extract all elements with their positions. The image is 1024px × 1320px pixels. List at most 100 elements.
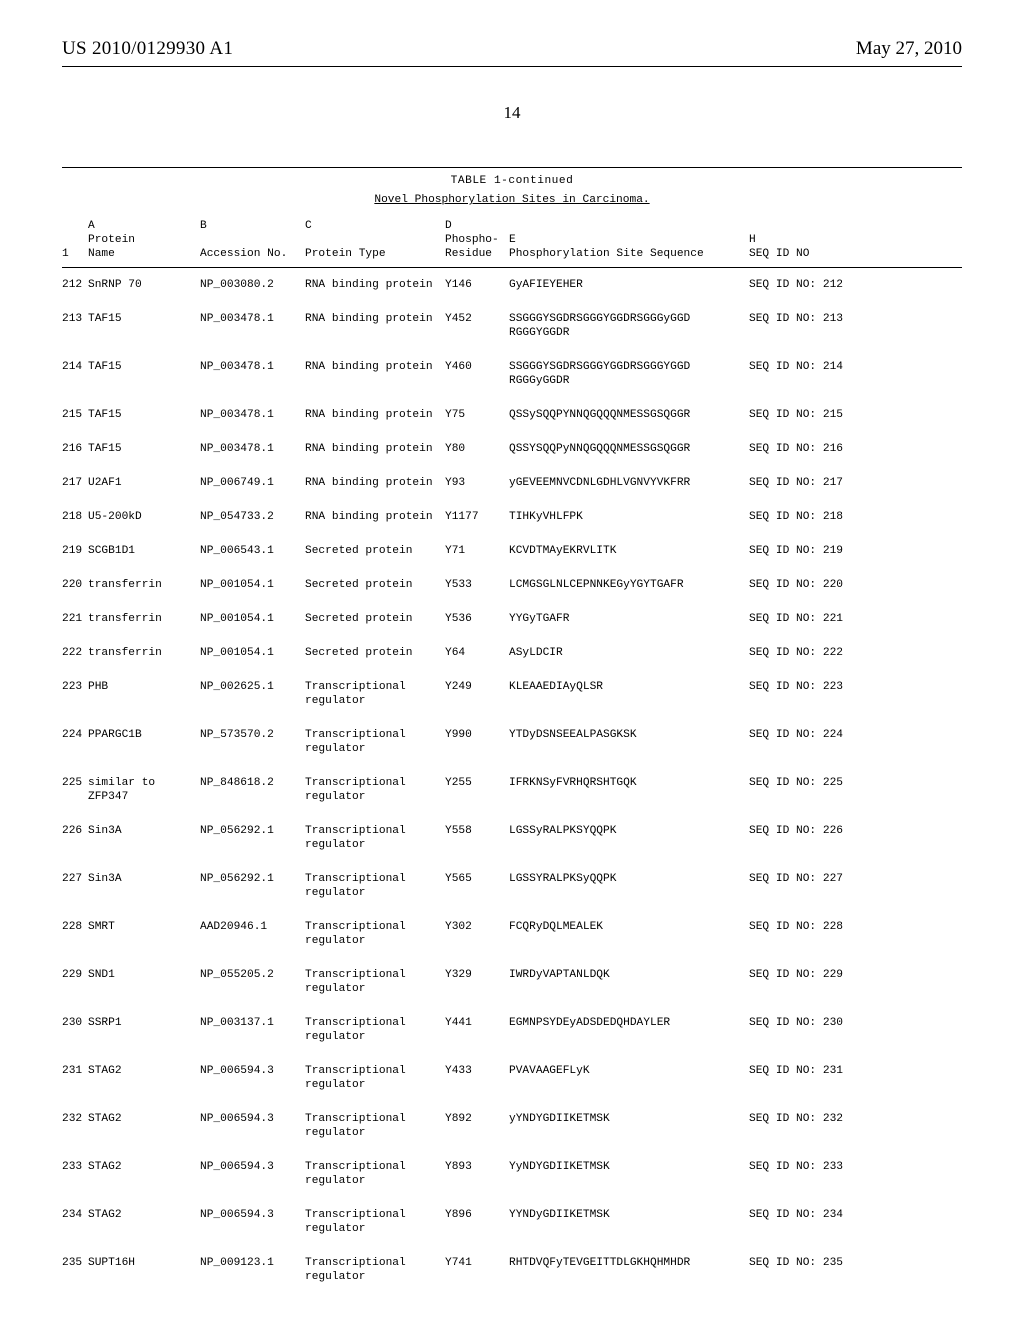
publication-number: US 2010/0129930 A1	[62, 38, 233, 60]
site-sequence: YYNDyGDIIKETMSK	[509, 1198, 749, 1246]
protein-type: Transcriptional regulator	[305, 1006, 445, 1054]
seq-id-no: SEQ ID NO: 233	[749, 1150, 962, 1198]
protein-type: Transcriptional regulator	[305, 814, 445, 862]
accession-no: NP_001054.1	[200, 602, 305, 636]
accession-no: NP_003478.1	[200, 302, 305, 350]
row-index: 233	[62, 1150, 88, 1198]
table-row: 235SUPT16HNP_009123.1Transcriptional reg…	[62, 1246, 962, 1294]
site-sequence: yGEVEEMNVCDNLGDHLVGNVYVKFRR	[509, 466, 749, 500]
protein-name: STAG2	[88, 1054, 200, 1102]
accession-no: NP_003137.1	[200, 1006, 305, 1054]
protein-type: Transcriptional regulator	[305, 1198, 445, 1246]
table-row: 216TAF15NP_003478.1RNA binding proteinY8…	[62, 432, 962, 466]
row-index: 213	[62, 302, 88, 350]
row-index: 221	[62, 602, 88, 636]
protein-name: SMRT	[88, 910, 200, 958]
site-sequence: FCQRyDQLMEALEK	[509, 910, 749, 958]
row-index: 226	[62, 814, 88, 862]
accession-no: NP_006543.1	[200, 534, 305, 568]
table-row: 218U5-200kDNP_054733.2RNA binding protei…	[62, 500, 962, 534]
col-protein-name-header: A Protein Name	[88, 217, 200, 268]
phospho-residue: Y990	[445, 718, 509, 766]
protein-name: TAF15	[88, 350, 200, 398]
seq-id-no: SEQ ID NO: 223	[749, 670, 962, 718]
accession-no: NP_006749.1	[200, 466, 305, 500]
accession-no: NP_056292.1	[200, 814, 305, 862]
protein-type: Transcriptional regulator	[305, 862, 445, 910]
phospho-residue: Y896	[445, 1198, 509, 1246]
protein-name: TAF15	[88, 398, 200, 432]
phospho-residue: Y533	[445, 568, 509, 602]
row-index: 227	[62, 862, 88, 910]
protein-type: Transcriptional regulator	[305, 1246, 445, 1294]
col-phospho-residue-header: D Phospho- Residue	[445, 217, 509, 268]
site-sequence: EGMNPSYDEyADSDEDQHDAYLER	[509, 1006, 749, 1054]
phospho-residue: Y329	[445, 958, 509, 1006]
table-row: 223PHBNP_002625.1Transcriptional regulat…	[62, 670, 962, 718]
accession-no: NP_009123.1	[200, 1246, 305, 1294]
row-index: 231	[62, 1054, 88, 1102]
accession-no: NP_002625.1	[200, 670, 305, 718]
protein-type: Secreted protein	[305, 602, 445, 636]
accession-no: NP_006594.3	[200, 1150, 305, 1198]
protein-type: RNA binding protein	[305, 302, 445, 350]
protein-type: RNA binding protein	[305, 350, 445, 398]
site-sequence: SSGGGYSGDRSGGGYGGDRSGGGYGGD RGGGyGGDR	[509, 350, 749, 398]
page-header: US 2010/0129930 A1 May 27, 2010	[0, 0, 1024, 60]
table-row: 226Sin3ANP_056292.1Transcriptional regul…	[62, 814, 962, 862]
protein-name: transferrin	[88, 636, 200, 670]
row-index: 235	[62, 1246, 88, 1294]
table-row: 229SND1NP_055205.2Transcriptional regula…	[62, 958, 962, 1006]
seq-id-no: SEQ ID NO: 213	[749, 302, 962, 350]
protein-type: RNA binding protein	[305, 268, 445, 303]
seq-id-no: SEQ ID NO: 219	[749, 534, 962, 568]
row-index: 218	[62, 500, 88, 534]
protein-name: SND1	[88, 958, 200, 1006]
site-sequence: yYNDYGDIIKETMSK	[509, 1102, 749, 1150]
phospho-residue: Y80	[445, 432, 509, 466]
protein-type: Secreted protein	[305, 636, 445, 670]
row-index: 228	[62, 910, 88, 958]
protein-type: Transcriptional regulator	[305, 1102, 445, 1150]
accession-no: NP_006594.3	[200, 1198, 305, 1246]
data-table: 1 A Protein Name B Accession No. C Prote…	[62, 217, 962, 1294]
phospho-residue: Y255	[445, 766, 509, 814]
row-index: 220	[62, 568, 88, 602]
table-row: 227Sin3ANP_056292.1Transcriptional regul…	[62, 862, 962, 910]
seq-id-no: SEQ ID NO: 229	[749, 958, 962, 1006]
accession-no: NP_056292.1	[200, 862, 305, 910]
table-title: TABLE 1-continued	[62, 168, 962, 190]
site-sequence: ASyLDCIR	[509, 636, 749, 670]
protein-name: PHB	[88, 670, 200, 718]
protein-name: PPARGC1B	[88, 718, 200, 766]
row-index: 223	[62, 670, 88, 718]
protein-name: U2AF1	[88, 466, 200, 500]
seq-id-no: SEQ ID NO: 227	[749, 862, 962, 910]
site-sequence: GyAFIEYEHER	[509, 268, 749, 303]
phospho-residue: Y893	[445, 1150, 509, 1198]
site-sequence: LGSSyRALPKSYQQPK	[509, 814, 749, 862]
accession-no: NP_573570.2	[200, 718, 305, 766]
table-row: 217U2AF1NP_006749.1RNA binding proteinY9…	[62, 466, 962, 500]
col-protein-type-header: C Protein Type	[305, 217, 445, 268]
protein-type: Transcriptional regulator	[305, 1150, 445, 1198]
table-row: 219SCGB1D1NP_006543.1Secreted proteinY71…	[62, 534, 962, 568]
protein-name: SCGB1D1	[88, 534, 200, 568]
seq-id-no: SEQ ID NO: 226	[749, 814, 962, 862]
protein-name: transferrin	[88, 602, 200, 636]
phospho-residue: Y71	[445, 534, 509, 568]
phospho-residue: Y146	[445, 268, 509, 303]
accession-no: NP_001054.1	[200, 568, 305, 602]
seq-id-no: SEQ ID NO: 212	[749, 268, 962, 303]
protein-type: RNA binding protein	[305, 398, 445, 432]
protein-type: Transcriptional regulator	[305, 1054, 445, 1102]
seq-id-no: SEQ ID NO: 234	[749, 1198, 962, 1246]
protein-type: RNA binding protein	[305, 432, 445, 466]
accession-no: NP_003478.1	[200, 350, 305, 398]
phospho-residue: Y433	[445, 1054, 509, 1102]
table-row: 221transferrinNP_001054.1Secreted protei…	[62, 602, 962, 636]
site-sequence: PVAVAAGEFLyK	[509, 1054, 749, 1102]
accession-no: NP_001054.1	[200, 636, 305, 670]
accession-no: NP_055205.2	[200, 958, 305, 1006]
table-header-row: 1 A Protein Name B Accession No. C Prote…	[62, 217, 962, 268]
